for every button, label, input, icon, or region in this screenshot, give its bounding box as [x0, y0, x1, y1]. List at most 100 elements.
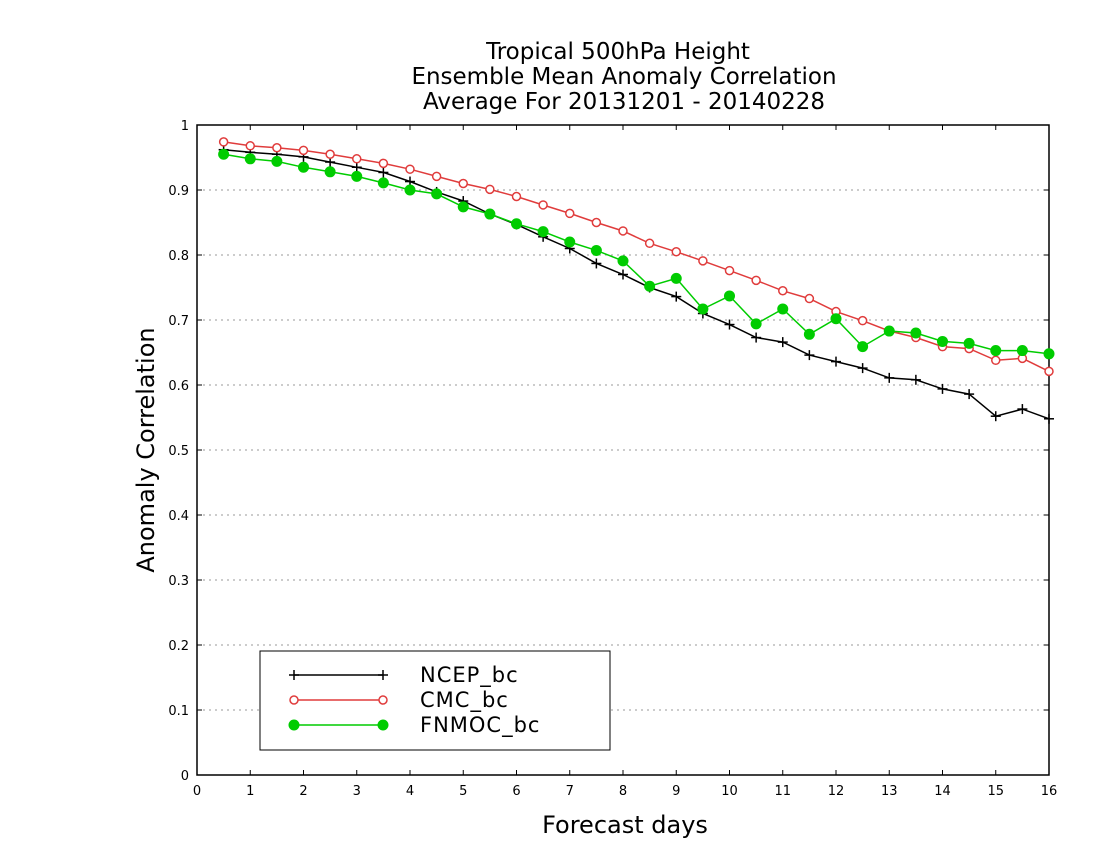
data-point	[1016, 345, 1028, 357]
data-point	[431, 171, 442, 182]
data-point	[511, 191, 522, 202]
data-point	[617, 255, 629, 267]
x-tick-label: 14	[934, 784, 951, 799]
series-line	[223, 141, 1050, 373]
data-point	[591, 258, 602, 269]
data-point	[830, 313, 842, 325]
data-point	[857, 363, 868, 374]
data-point	[537, 226, 549, 238]
data-point	[289, 670, 299, 680]
data-point	[698, 256, 708, 266]
data-point	[803, 328, 815, 340]
x-tick-label: 6	[512, 784, 520, 799]
chart-title: Tropical 500hPa Height Ensemble Mean Ano…	[411, 39, 836, 115]
x-tick-label: 8	[619, 784, 627, 799]
legend-item: NCEP_bc	[289, 663, 519, 688]
data-point	[218, 148, 230, 160]
data-point	[964, 389, 975, 400]
data-point	[288, 719, 300, 731]
data-point	[378, 158, 389, 169]
data-point	[378, 670, 388, 680]
chart-title-line-3: Average For 20131201 - 20140228	[423, 89, 825, 115]
y-tick-label: 0.4	[168, 509, 189, 524]
x-axis-label: Forecast days	[542, 811, 708, 839]
y-tick-label: 0.9	[168, 184, 189, 199]
plot-frame	[196, 124, 1050, 776]
x-tick-label: 0	[193, 784, 201, 799]
data-point	[644, 238, 655, 249]
data-point	[671, 291, 682, 302]
y-tick-label: 0.7	[168, 314, 189, 329]
data-point	[271, 155, 283, 167]
data-point	[750, 318, 762, 330]
data-point	[245, 141, 255, 151]
x-tick-label: 15	[987, 784, 1004, 799]
y-tick-label: 0.8	[168, 249, 189, 264]
data-point	[511, 218, 522, 230]
x-tick-label: 13	[881, 784, 898, 799]
y-tick-label: 1	[181, 119, 189, 134]
y-axis-label: Anomaly Correlation	[132, 327, 160, 572]
legend-item: FNMOC_bc	[288, 713, 540, 738]
x-tick-label: 9	[672, 784, 680, 799]
data-point	[590, 244, 602, 256]
data-point	[351, 162, 362, 173]
y-tick-label: 0.6	[168, 379, 189, 394]
x-tick-label: 11	[774, 784, 791, 799]
data-point	[378, 167, 389, 178]
data-point	[910, 374, 921, 385]
y-tick-label: 0.5	[168, 444, 189, 459]
y-tick-label: 0.3	[168, 574, 189, 589]
data-point	[377, 177, 389, 189]
x-tick-label: 4	[406, 784, 414, 799]
gridlines	[197, 189, 1049, 711]
data-point	[804, 350, 815, 361]
data-point	[883, 325, 895, 337]
legend-label: FNMOC_bc	[420, 713, 540, 738]
data-point	[804, 293, 815, 304]
legend-label: CMC_bc	[420, 688, 509, 713]
data-point	[1017, 404, 1028, 415]
data-point	[670, 272, 682, 284]
data-point	[857, 341, 869, 353]
data-point	[591, 217, 602, 228]
data-point	[831, 356, 841, 367]
data-point	[325, 149, 335, 159]
data-point	[937, 335, 948, 347]
data-point	[910, 327, 922, 339]
axes: 00.10.20.30.40.50.60.70.80.910 1 2 3 4 5 6 7 8 9 1…	[168, 119, 1057, 799]
data-point	[431, 188, 443, 200]
data-point	[352, 154, 362, 164]
data-point	[244, 153, 256, 165]
legend-label: NCEP_bc	[420, 663, 519, 688]
data-point	[485, 184, 495, 195]
data-point	[857, 315, 868, 326]
data-point	[777, 303, 789, 315]
data-point	[1044, 413, 1054, 424]
chart-title-line-1: Tropical 500hPa Height	[485, 39, 750, 65]
series-cmc-bc	[218, 137, 1054, 377]
data-point	[778, 286, 788, 296]
data-point	[697, 303, 709, 315]
x-tick-label: 12	[828, 784, 845, 799]
data-point	[565, 208, 575, 219]
y-tick-label: 0	[181, 769, 189, 784]
series-fnmoc-bc	[218, 148, 1055, 360]
legend-item: CMC_bc	[289, 688, 509, 713]
data-point	[991, 355, 1001, 366]
data-point	[298, 161, 309, 173]
data-point	[963, 337, 975, 349]
data-point	[644, 280, 656, 292]
data-point	[484, 208, 496, 220]
series-line	[223, 153, 1050, 355]
data-point	[751, 332, 762, 343]
data-point	[937, 383, 948, 394]
series-ncep-bc	[218, 144, 1054, 424]
data-point	[324, 166, 336, 178]
data-point	[377, 719, 389, 731]
data-point	[538, 200, 548, 210]
data-point	[1044, 366, 1054, 377]
